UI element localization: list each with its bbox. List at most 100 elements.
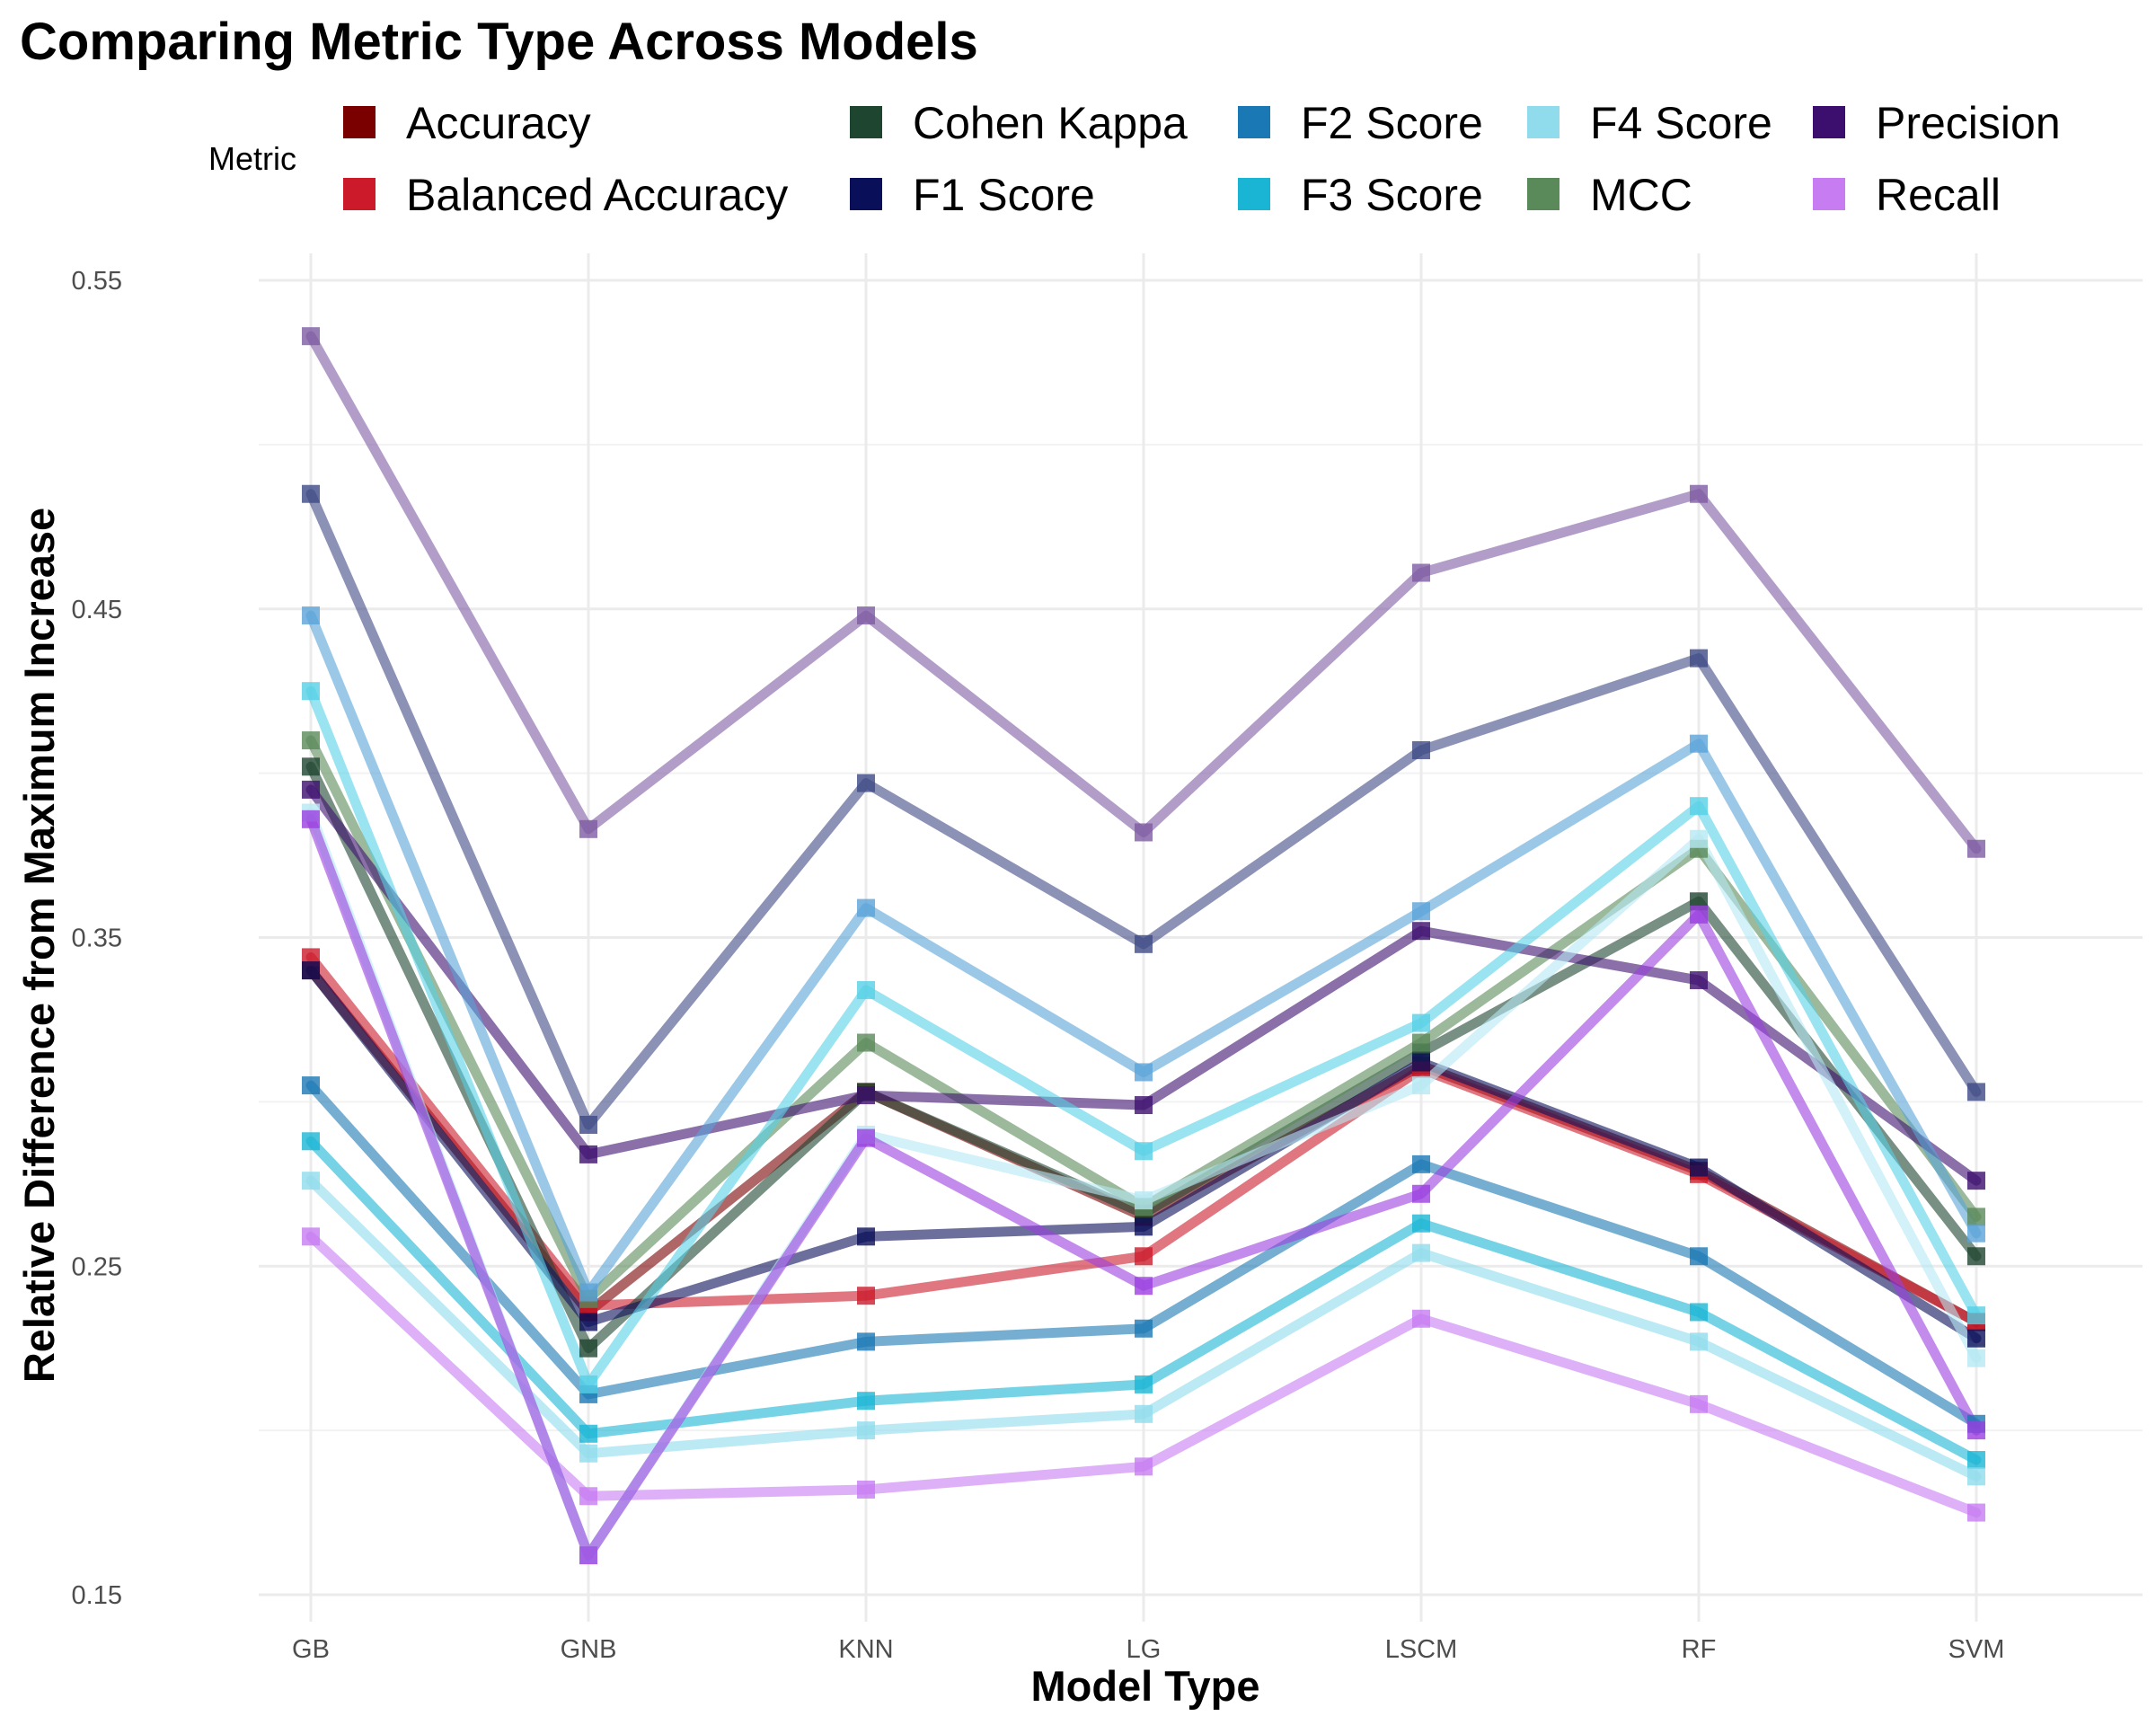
point-mcc-gb bbox=[302, 731, 320, 750]
legend: Metric Accuracy Balanced Accuracy Cohen Ka… bbox=[208, 98, 2061, 220]
legend-label-precision: Precision bbox=[1876, 98, 2061, 148]
x-tick-label: KNN bbox=[838, 1635, 893, 1664]
point-series-13-svm bbox=[1967, 1224, 1985, 1243]
x-tick-label: LSCM bbox=[1385, 1635, 1458, 1664]
point-series-12-knn bbox=[857, 774, 875, 792]
point-series-16-svm bbox=[1967, 1421, 1985, 1440]
point-series-15-lg bbox=[1135, 1191, 1153, 1210]
point-f3-score-gnb bbox=[579, 1424, 597, 1443]
legend-key-f4-score bbox=[1527, 106, 1560, 138]
point-f2-score-lg bbox=[1135, 1319, 1153, 1338]
point-cohen-kappa-gnb bbox=[579, 1339, 597, 1358]
point-mcc-svm bbox=[1967, 1208, 1985, 1226]
legend-label-mcc: MCC bbox=[1590, 170, 1692, 220]
point-f1-score-gnb bbox=[579, 1313, 597, 1331]
point-series-12-gb bbox=[302, 484, 320, 503]
point-f1-score-lg bbox=[1135, 1217, 1153, 1236]
point-series-12-rf bbox=[1690, 649, 1708, 668]
y-tick-label: 0.45 bbox=[72, 596, 122, 624]
point-cohen-kappa-gb bbox=[302, 757, 320, 776]
point-f1-score-gb bbox=[302, 961, 320, 980]
point-recall-gnb bbox=[579, 1487, 597, 1506]
point-balanced-accuracy-lg bbox=[1135, 1247, 1153, 1266]
x-tick-label: GB bbox=[292, 1635, 330, 1664]
legend-label-accuracy: Accuracy bbox=[406, 98, 591, 148]
legend-key-mcc bbox=[1527, 178, 1560, 210]
legend-label-f2-score: F2 Score bbox=[1301, 98, 1483, 148]
point-series-14-knn bbox=[857, 981, 875, 1000]
point-precision-knn bbox=[857, 1086, 875, 1105]
series-points bbox=[302, 327, 1985, 1565]
point-f2-score-knn bbox=[857, 1332, 875, 1351]
point-precision-lg bbox=[1135, 1096, 1153, 1115]
point-f3-score-lscm bbox=[1412, 1214, 1430, 1233]
y-axis-title: Relative Difference from Maximum Increas… bbox=[15, 508, 63, 1383]
point-f2-score-lscm bbox=[1412, 1154, 1430, 1173]
point-series-14-gb bbox=[302, 682, 320, 701]
point-series-13-rf bbox=[1690, 734, 1708, 753]
point-cohen-kappa-svm bbox=[1967, 1247, 1985, 1266]
point-series-12-gnb bbox=[579, 1115, 597, 1134]
point-series-11-lscm bbox=[1412, 563, 1430, 582]
point-recall-lscm bbox=[1412, 1309, 1430, 1328]
point-f4-score-knn bbox=[857, 1421, 875, 1440]
point-mcc-lscm bbox=[1412, 1033, 1430, 1052]
legend-key-accuracy bbox=[343, 106, 376, 138]
point-mcc-knn bbox=[857, 1033, 875, 1052]
point-series-11-rf bbox=[1690, 484, 1708, 503]
x-axis-ticks: GB GNB KNN LG LSCM RF SVM bbox=[292, 1635, 2004, 1664]
point-f4-score-lscm bbox=[1412, 1243, 1430, 1262]
point-series-13-gb bbox=[302, 606, 320, 625]
point-series-14-gnb bbox=[579, 1375, 597, 1393]
x-axis-title: Model Type bbox=[1030, 1662, 1259, 1710]
point-series-13-gnb bbox=[579, 1283, 597, 1302]
point-series-13-knn bbox=[857, 898, 875, 917]
point-series-11-gnb bbox=[579, 819, 597, 838]
point-f3-score-rf bbox=[1690, 1303, 1708, 1322]
legend-key-balanced-accuracy bbox=[343, 178, 376, 210]
point-series-11-lg bbox=[1135, 823, 1153, 842]
legend-key-precision bbox=[1813, 106, 1845, 138]
point-recall-lg bbox=[1135, 1457, 1153, 1476]
y-tick-label: 0.15 bbox=[72, 1581, 122, 1610]
legend-key-f1-score bbox=[850, 178, 882, 210]
point-series-11-knn bbox=[857, 606, 875, 625]
legend-label-recall: Recall bbox=[1876, 170, 2001, 220]
point-series-15-rf bbox=[1690, 829, 1708, 848]
point-f1-score-rf bbox=[1690, 1158, 1708, 1177]
point-recall-rf bbox=[1690, 1394, 1708, 1413]
point-precision-gnb bbox=[579, 1145, 597, 1163]
y-tick-label: 0.55 bbox=[72, 267, 122, 296]
point-precision-rf bbox=[1690, 971, 1708, 990]
point-f3-score-lg bbox=[1135, 1375, 1153, 1393]
point-series-14-svm bbox=[1967, 1306, 1985, 1325]
y-tick-label: 0.25 bbox=[72, 1252, 122, 1281]
point-precision-gb bbox=[302, 780, 320, 799]
point-balanced-accuracy-knn bbox=[857, 1287, 875, 1305]
legend-title: Metric bbox=[208, 140, 296, 177]
legend-key-recall bbox=[1813, 178, 1845, 210]
y-axis-ticks: 0.15 0.25 0.35 0.45 0.55 bbox=[72, 267, 122, 1610]
x-tick-label: GNB bbox=[561, 1635, 617, 1664]
point-recall-knn bbox=[857, 1480, 875, 1499]
legend-label-f4-score: F4 Score bbox=[1590, 98, 1772, 148]
point-series-12-svm bbox=[1967, 1083, 1985, 1101]
point-series-16-gnb bbox=[579, 1546, 597, 1565]
point-precision-lscm bbox=[1412, 922, 1430, 941]
point-series-15-svm bbox=[1967, 1349, 1985, 1367]
point-series-15-lscm bbox=[1412, 1076, 1430, 1095]
x-tick-label: SVM bbox=[1948, 1635, 2005, 1664]
legend-label-cohen-kappa: Cohen Kappa bbox=[913, 98, 1188, 148]
point-series-13-lg bbox=[1135, 1063, 1153, 1082]
point-series-16-lg bbox=[1135, 1277, 1153, 1296]
point-f1-score-lscm bbox=[1412, 1053, 1430, 1072]
point-recall-svm bbox=[1967, 1503, 1985, 1522]
point-series-14-rf bbox=[1690, 797, 1708, 816]
point-series-11-svm bbox=[1967, 839, 1985, 858]
legend-label-f1-score: F1 Score bbox=[913, 170, 1095, 220]
legend-key-f2-score bbox=[1238, 106, 1270, 138]
legend-key-f3-score bbox=[1238, 178, 1270, 210]
point-series-12-lg bbox=[1135, 934, 1153, 953]
point-f4-score-lg bbox=[1135, 1404, 1153, 1423]
point-f3-score-knn bbox=[857, 1392, 875, 1411]
